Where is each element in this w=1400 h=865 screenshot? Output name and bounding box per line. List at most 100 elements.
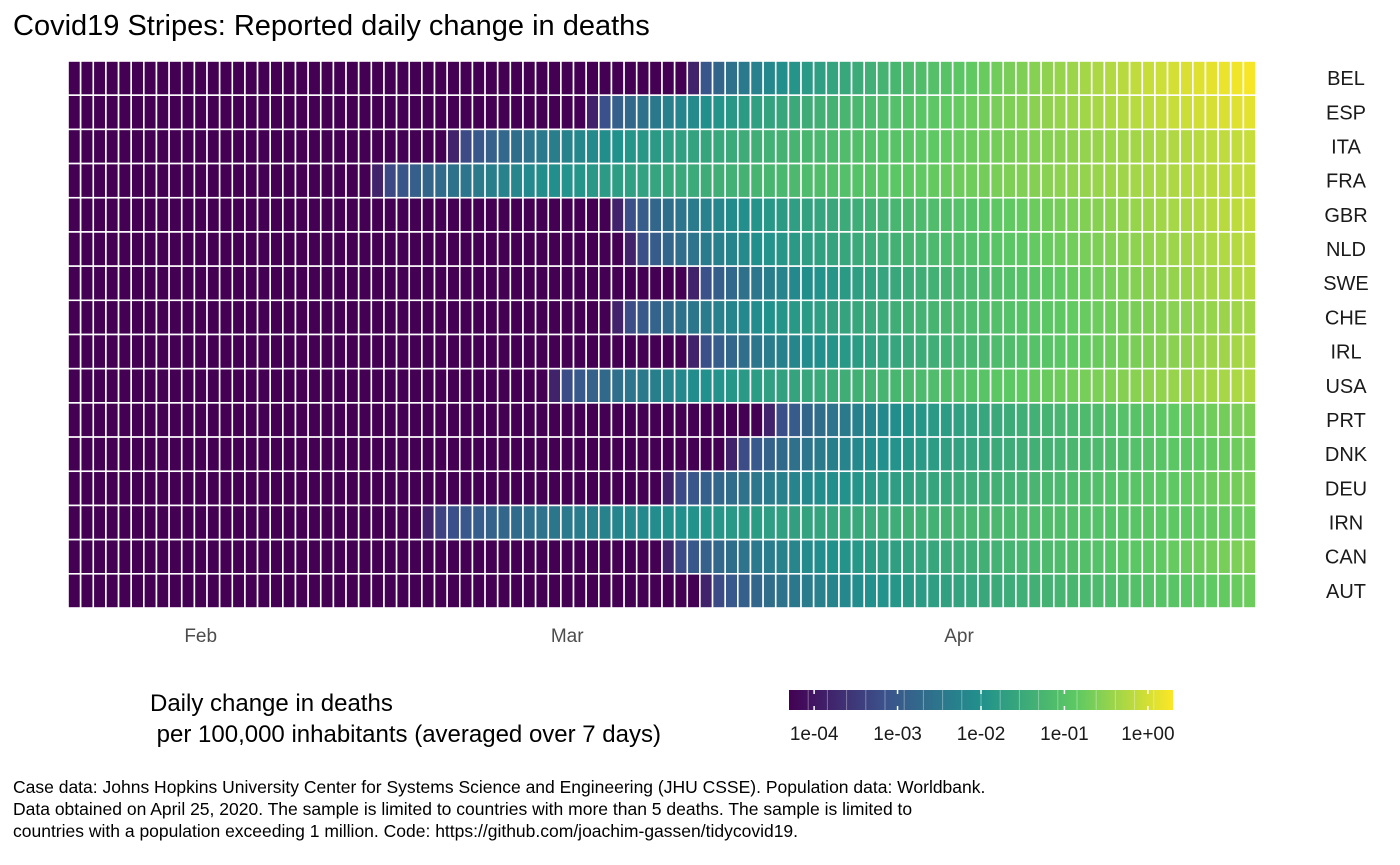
heatmap-cell [547,265,562,302]
heatmap-cell [1217,94,1232,131]
heatmap-cell [610,538,625,575]
heatmap-cell [105,265,120,302]
heatmap-cell [686,265,701,302]
heatmap-cell [522,470,537,507]
heatmap-cell [1166,573,1181,609]
heatmap-cell [1103,402,1118,438]
heatmap-cell [951,299,967,336]
heatmap-cell [787,60,802,96]
heatmap-cell [522,538,537,575]
heatmap-cell [282,436,297,473]
heatmap-cell [79,128,95,165]
heatmap-cell [180,504,196,541]
heatmap-cell [585,402,600,438]
heatmap-cell [1078,504,1093,541]
heatmap-cell [206,299,221,336]
heatmap-cell [357,436,373,473]
heatmap-cell [598,367,613,404]
heatmap-cell [1204,470,1219,507]
heatmap-cell [1052,162,1068,199]
heatmap-cell [269,573,284,609]
heatmap-cell [282,333,297,370]
heatmap-cell [977,162,992,199]
heatmap-cell [964,128,979,165]
heatmap-cell [193,436,208,473]
heatmap-cell [484,94,499,131]
heatmap-cell [913,196,929,233]
heatmap-cell [433,573,448,609]
heatmap-cell [1002,504,1017,541]
heatmap-cell [92,231,107,267]
heatmap-cell [1090,231,1106,267]
heatmap-cell [294,436,309,473]
heatmap-cell [1204,573,1219,609]
heatmap-cell [1179,504,1194,541]
heatmap-cell [1078,128,1093,165]
heatmap-cell [1052,128,1068,165]
heatmap-cell [913,367,929,404]
heatmap-cell [888,333,903,370]
heatmap-cell [307,470,322,507]
heatmap-cell [635,367,651,404]
heatmap-cell [1052,402,1068,438]
heatmap-cell [256,333,272,370]
heatmap-cell [1217,333,1232,370]
heatmap-cell [218,333,234,370]
heatmap-cell [92,196,107,233]
heatmap-cell [838,265,853,302]
heatmap-cell [1078,60,1093,96]
heatmap-cell [1078,196,1093,233]
heatmap-cell [1103,162,1118,199]
heatmap-cell [105,60,120,96]
heatmap-cell [206,573,221,609]
heatmap-cell [357,265,373,302]
heatmap-cell [547,538,562,575]
heatmap-cell [1128,573,1144,609]
heatmap-cell [180,265,196,302]
heatmap-cell [180,94,196,131]
heatmap-cell [901,196,916,233]
heatmap-cell [484,265,499,302]
heatmap-cell [522,504,537,541]
heatmap-cell [774,538,790,575]
heatmap-cell [673,402,689,438]
heatmap-cell [357,470,373,507]
heatmap-cell [509,436,524,473]
heatmap-cell [1192,128,1207,165]
heatmap-cell [560,60,575,96]
heatmap-cell [421,333,436,370]
legend-tick-label: 1e-04 [790,724,839,745]
heatmap-cell [560,436,575,473]
heatmap-cell [294,162,309,199]
heatmap-cell [1090,573,1106,609]
heatmap-cell [370,538,385,575]
heatmap-cell [408,196,423,233]
heatmap-cell [547,573,562,609]
heatmap-cell [699,299,714,336]
heatmap-cell [206,231,221,267]
heatmap-cell [1052,470,1068,507]
heatmap-cell [307,436,322,473]
heatmap-cell [1015,333,1030,370]
heatmap-cell [433,60,448,96]
heatmap-cell [1166,436,1181,473]
heatmap-cell [1128,299,1144,336]
heatmap-cell [168,231,183,267]
heatmap-cell [168,299,183,336]
heatmap-cell [1002,402,1017,438]
heatmap-cell [383,367,398,404]
heatmap-cell [256,162,272,199]
heatmap-cell [547,231,562,267]
heatmap-cell [458,504,474,541]
x-axis-ticks: Feb Mar Apr [184,626,974,647]
heatmap-cell [408,94,423,131]
heatmap-cell [838,231,853,267]
heatmap-cell [433,162,448,199]
heatmap-cell [294,504,309,541]
heatmap-cell [825,436,840,473]
heatmap-cell [1052,60,1068,96]
heatmap-cell [623,196,638,233]
heatmap-cell [319,196,335,233]
heatmap-cell [534,196,550,233]
heatmap-cell [471,196,486,233]
